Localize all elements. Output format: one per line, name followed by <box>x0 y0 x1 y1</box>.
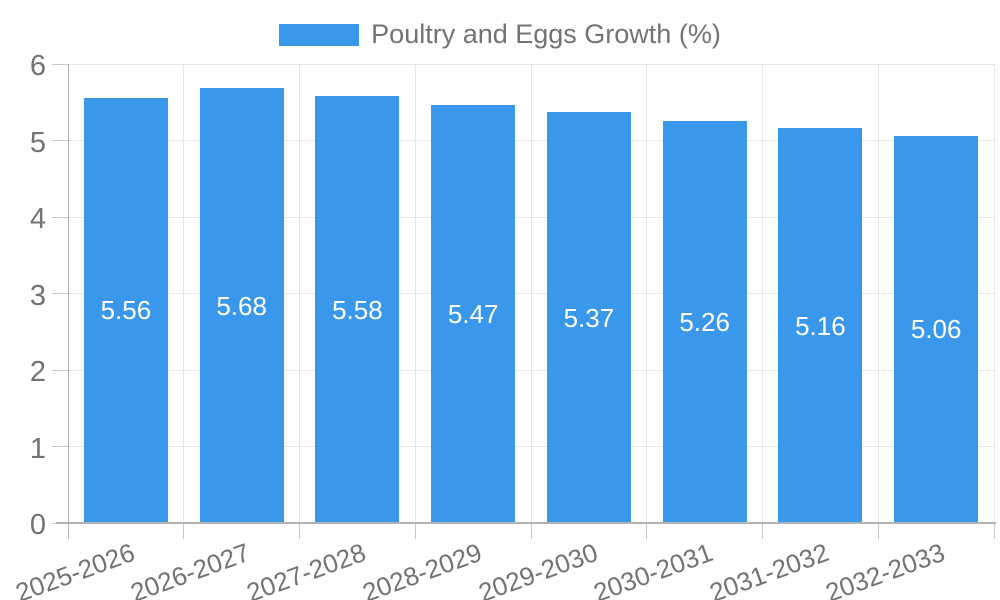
bar-value-label: 5.68 <box>216 290 267 321</box>
y-tick <box>52 293 68 294</box>
x-tick <box>762 523 763 539</box>
x-tick <box>299 523 300 539</box>
legend-label: Poultry and Eggs Growth (%) <box>371 19 721 49</box>
v-gridline <box>530 64 532 523</box>
v-gridline <box>299 64 300 523</box>
bar-value-label: 5.56 <box>100 295 152 326</box>
bar-2028-2029[interactable] <box>431 104 516 523</box>
bar-2032-2033[interactable] <box>894 135 979 523</box>
bar-2027-2028[interactable] <box>315 96 400 523</box>
y-axis-label: 0 <box>29 509 46 541</box>
y-tick <box>52 216 68 218</box>
x-axis-label: 2032-2033 <box>821 537 949 600</box>
x-axis-label: 2027-2028 <box>242 537 370 600</box>
bar-2025-2026[interactable] <box>83 97 168 523</box>
v-gridline <box>993 64 995 523</box>
y-axis-label: 3 <box>29 279 46 312</box>
y-tick <box>52 140 68 141</box>
bar-value-label: 5.06 <box>910 314 962 345</box>
bar-2031-2032[interactable] <box>778 128 863 523</box>
y-tick <box>52 63 68 65</box>
x-tick <box>183 523 185 539</box>
x-tick <box>646 523 648 539</box>
x-tick <box>530 523 532 539</box>
y-axis-label: 4 <box>29 203 46 235</box>
bar-2026-2027[interactable] <box>199 88 284 523</box>
x-tick <box>414 523 416 539</box>
y-axis-label: 5 <box>29 126 46 159</box>
x-axis-label: 2028-2029 <box>358 537 486 600</box>
v-gridline <box>183 64 185 523</box>
x-axis-label: 2031-2032 <box>705 537 833 600</box>
x-axis-label: 2030-2031 <box>589 537 717 600</box>
bar-value-label: 5.58 <box>332 294 383 325</box>
bar-value-label: 5.37 <box>563 302 615 333</box>
y-axis-label: 6 <box>29 50 46 82</box>
bar-value-label: 5.26 <box>679 306 730 337</box>
x-axis-line <box>56 522 996 524</box>
y-tick <box>52 446 68 447</box>
y-axis-line <box>67 64 69 539</box>
y-axis-label: 2 <box>29 356 46 388</box>
v-gridline <box>877 64 879 523</box>
y-axis-label: 1 <box>29 432 46 465</box>
bar-2029-2030[interactable] <box>546 112 631 523</box>
bar-value-label: 5.47 <box>447 298 499 329</box>
bar-2030-2031[interactable] <box>662 120 747 523</box>
bar-value-label: 5.16 <box>795 310 846 341</box>
x-axis-label: 2025-2026 <box>11 537 139 600</box>
y-tick <box>52 369 68 371</box>
v-gridline <box>762 64 763 523</box>
x-axis-label: 2026-2027 <box>126 537 254 600</box>
v-gridline <box>414 64 416 523</box>
v-gridline <box>646 64 648 523</box>
x-tick <box>993 523 995 539</box>
legend-swatch <box>279 23 360 46</box>
legend[interactable]: Poultry and Eggs Growth (%) <box>0 19 1000 50</box>
x-axis-label: 2029-2030 <box>474 537 602 600</box>
x-tick <box>877 523 879 539</box>
